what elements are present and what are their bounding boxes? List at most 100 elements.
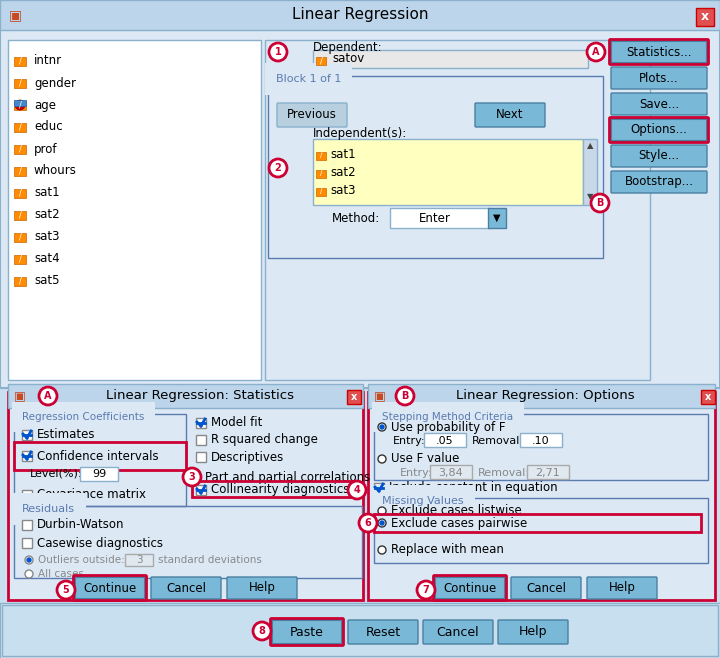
Text: .05: .05 [436, 436, 454, 446]
Bar [192, 481, 357, 497]
Bar [701, 390, 715, 404]
FancyBboxPatch shape [611, 119, 707, 141]
Circle shape [348, 481, 366, 499]
Text: /: / [19, 78, 22, 88]
Text: Dependent:: Dependent: [313, 41, 382, 55]
Text: Block 1 of 1: Block 1 of 1 [276, 74, 341, 84]
Text: /: / [19, 101, 22, 109]
FancyBboxPatch shape [611, 93, 707, 115]
Text: B: B [401, 391, 409, 401]
Text: Next: Next [496, 109, 523, 122]
Text: /: / [320, 170, 322, 176]
Text: Save...: Save... [639, 97, 679, 111]
Circle shape [378, 423, 386, 431]
Text: Help: Help [608, 582, 636, 594]
FancyBboxPatch shape [611, 67, 707, 89]
Bar [14, 145, 26, 154]
Bar [696, 8, 714, 26]
Bar [374, 514, 701, 532]
FancyBboxPatch shape [611, 145, 707, 167]
FancyBboxPatch shape [348, 620, 418, 644]
Text: Covariance matrix: Covariance matrix [37, 488, 146, 501]
Bar [374, 483, 384, 493]
Text: prof: prof [34, 143, 58, 155]
Text: Bootstrap...: Bootstrap... [624, 176, 693, 188]
Circle shape [359, 514, 377, 532]
FancyBboxPatch shape [511, 577, 581, 599]
Text: sat2: sat2 [34, 209, 60, 222]
Bar [196, 435, 206, 445]
Bar [520, 433, 562, 447]
Circle shape [378, 546, 386, 554]
Text: 5: 5 [63, 585, 69, 595]
Text: /: / [19, 232, 22, 241]
Bar [80, 467, 118, 481]
Bar [125, 554, 153, 566]
Text: Estimates: Estimates [37, 428, 96, 442]
Text: Confidence intervals: Confidence intervals [37, 449, 158, 463]
FancyBboxPatch shape [75, 577, 145, 599]
Bar [0, 603, 720, 658]
Text: intnr: intnr [34, 55, 62, 68]
Text: sat2: sat2 [330, 166, 356, 180]
Bar [14, 255, 26, 264]
Bar [2, 605, 718, 656]
Text: Linear Regression: Statistics: Linear Regression: Statistics [106, 390, 294, 403]
Bar [368, 384, 715, 408]
Bar [527, 465, 569, 479]
Text: sat1: sat1 [330, 149, 356, 161]
Text: sat5: sat5 [34, 274, 60, 288]
Text: Part and partial correlations: Part and partial correlations [205, 470, 370, 484]
Bar [265, 40, 650, 380]
Text: /: / [320, 57, 323, 66]
Bar [14, 414, 186, 506]
Text: Residuals: Residuals [22, 504, 75, 514]
Circle shape [39, 387, 57, 405]
Text: B: B [596, 198, 603, 208]
Text: /: / [19, 166, 22, 176]
Text: Removal:: Removal: [472, 436, 524, 446]
Circle shape [25, 556, 33, 564]
Bar [22, 520, 32, 530]
Circle shape [417, 581, 435, 599]
Bar [8, 40, 261, 380]
Text: Stepping Method Criteria: Stepping Method Criteria [382, 412, 513, 422]
Text: Entry:: Entry: [393, 436, 426, 446]
Text: A: A [44, 391, 52, 401]
Text: 2: 2 [274, 163, 282, 173]
Text: Removal:: Removal: [478, 468, 530, 478]
Circle shape [269, 43, 287, 61]
Text: /: / [19, 145, 22, 153]
Text: Use F value: Use F value [391, 453, 459, 465]
Bar [313, 50, 588, 68]
Bar [22, 538, 32, 548]
Text: standard deviations: standard deviations [158, 555, 262, 565]
Circle shape [380, 425, 384, 429]
Text: ▣: ▣ [374, 390, 386, 403]
Bar [14, 211, 26, 220]
Bar [14, 442, 186, 470]
FancyBboxPatch shape [611, 41, 707, 63]
Text: Statistics...: Statistics... [626, 45, 692, 59]
Text: age: age [34, 99, 56, 111]
Circle shape [378, 455, 386, 463]
FancyBboxPatch shape [435, 577, 505, 599]
Text: 6: 6 [364, 518, 372, 528]
Text: Casewise diagnostics: Casewise diagnostics [37, 536, 163, 549]
Text: Independent(s):: Independent(s): [313, 126, 408, 139]
Text: 2,71: 2,71 [536, 468, 560, 478]
FancyBboxPatch shape [587, 577, 657, 599]
Text: Cancel: Cancel [166, 582, 206, 594]
FancyBboxPatch shape [475, 103, 545, 127]
Bar [14, 233, 26, 242]
Text: 1: 1 [274, 47, 282, 57]
Bar [14, 79, 26, 88]
Text: Continue: Continue [444, 582, 497, 594]
FancyBboxPatch shape [272, 620, 342, 644]
Text: Help: Help [518, 626, 547, 638]
Circle shape [183, 468, 201, 486]
Text: Include constant in equation: Include constant in equation [389, 482, 557, 495]
Text: /: / [19, 255, 22, 263]
Text: .10: .10 [532, 436, 550, 446]
Circle shape [378, 507, 386, 515]
